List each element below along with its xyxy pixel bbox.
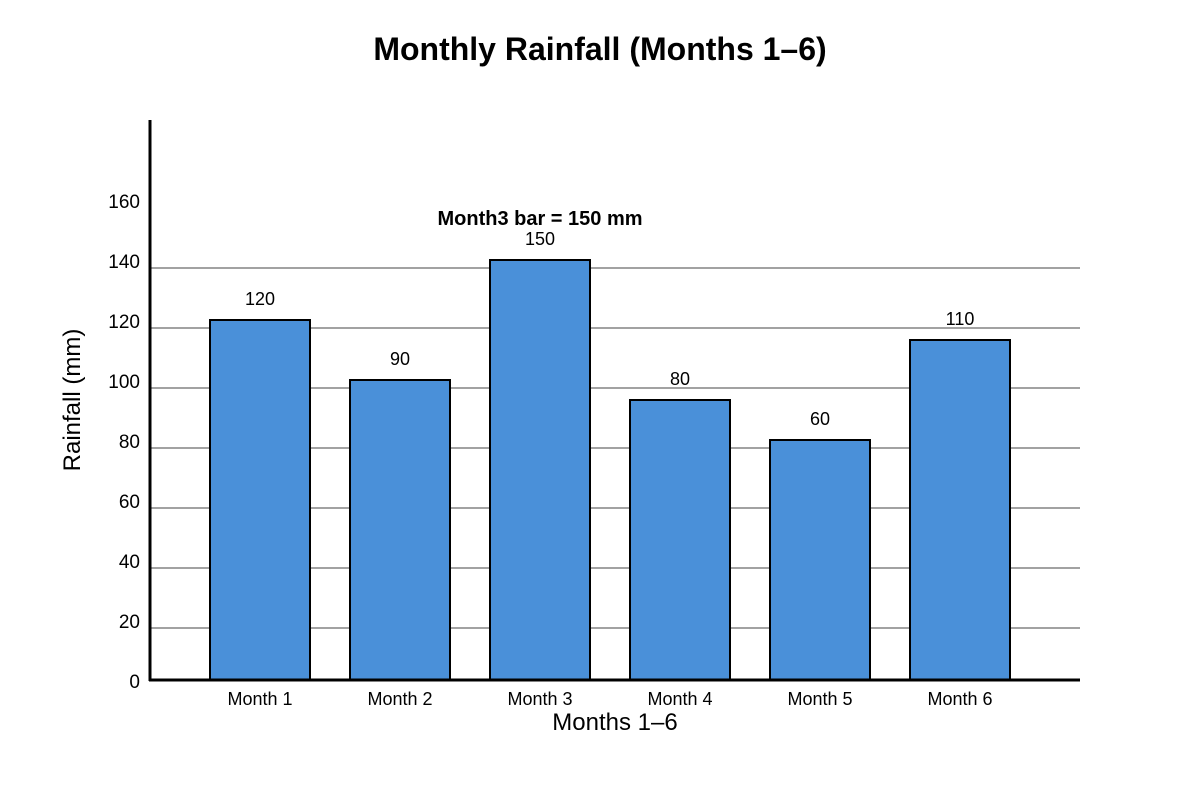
bar-3: [489, 259, 591, 681]
x-tick-label: Month 1: [227, 689, 292, 709]
bars: [209, 259, 1011, 681]
bar-data-label: 120: [245, 289, 275, 309]
y-tick-label: 160: [108, 192, 140, 213]
chart-title: Monthly Rainfall (Months 1–6): [373, 31, 826, 67]
bar-1: [209, 319, 311, 681]
y-tick-labels: 0 20 40 60 80 100 120 140 160: [108, 192, 140, 693]
bar-data-label: 110: [946, 309, 975, 329]
x-tick-label: Month 3: [507, 689, 572, 709]
x-tick-label: Month 4: [647, 689, 712, 709]
chart-annotation: Month3 bar = 150 mm: [437, 208, 642, 230]
bar-data-label: 90: [390, 349, 410, 369]
y-tick-label: 0: [129, 672, 140, 693]
y-tick-label: 100: [108, 372, 140, 393]
x-tick-label: Month 5: [787, 689, 852, 709]
bar-data-label: 60: [810, 409, 830, 429]
bar-data-label: 150: [525, 229, 555, 249]
bar-data-label: 80: [670, 369, 690, 389]
y-tick-label: 60: [119, 492, 140, 513]
y-tick-label: 80: [119, 432, 140, 453]
y-axis-label: Rainfall (mm): [59, 329, 86, 472]
bar-6: [909, 339, 1011, 681]
bar-2: [349, 379, 451, 681]
y-tick-label: 120: [108, 312, 140, 333]
x-tick-labels: Month 1 Month 2 Month 3 Month 4 Month 5 Month…: [227, 689, 992, 709]
bar-data-labels: 120 90 150 80 60 110: [245, 229, 974, 429]
bar-5: [769, 439, 871, 681]
x-axis-label: Months 1–6: [552, 709, 677, 736]
x-tick-label: Month 2: [367, 689, 432, 709]
y-tick-label: 40: [119, 552, 140, 573]
y-tick-label: 20: [119, 612, 140, 633]
x-tick-label: Month 6: [927, 689, 992, 709]
bar-4: [629, 399, 731, 681]
y-tick-label: 140: [108, 252, 140, 273]
